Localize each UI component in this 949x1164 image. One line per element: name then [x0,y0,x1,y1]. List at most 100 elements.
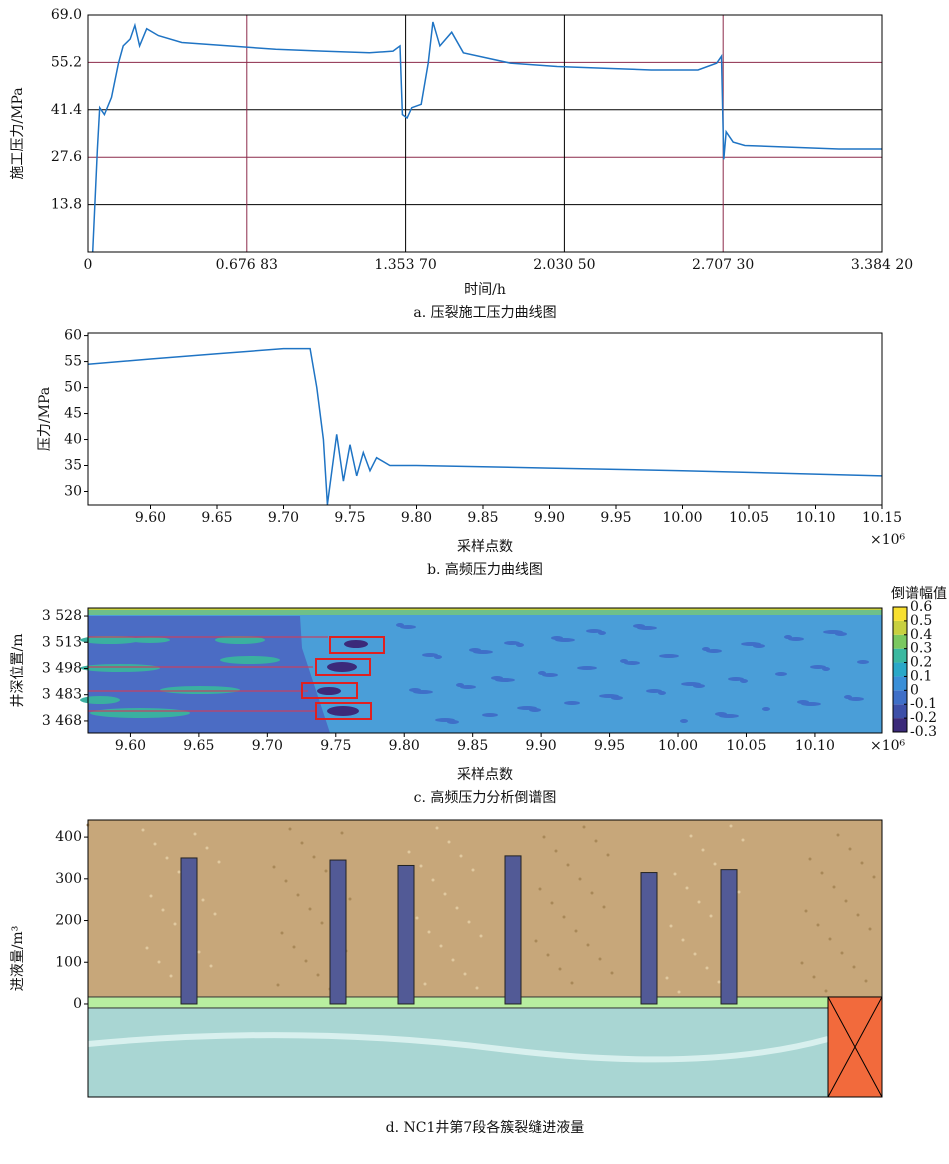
sand-grain [300,841,304,845]
x-tick-label: 10.05 [729,510,769,526]
x-tick-label: 9.90 [526,738,557,754]
sand-grain [276,983,280,987]
contour-spot [460,685,476,689]
x-tick-label: 9.80 [389,738,420,754]
water-wave [87,1032,829,1063]
contour-spot [598,631,606,635]
sand-grain [808,857,812,861]
x-tick-label: 9.70 [252,738,283,754]
y-tick-label: 3 513 [42,634,82,650]
colorbar-band [893,718,907,732]
sand-grain [705,966,709,970]
sand-grain [324,869,328,873]
sand-grain [280,931,284,935]
y-tick-label: 55 [64,354,82,370]
contour-spot [693,684,705,688]
sand-grain [554,849,558,853]
sand-grain [217,860,221,864]
highlight-box [329,636,385,654]
sand-grain [582,825,586,829]
sand-grain [439,944,443,948]
contour-line [88,666,313,668]
x-multiplier: ×10⁶ [870,532,906,548]
colorbar-band [893,607,907,621]
sand-grain [197,950,201,954]
sand-grain [856,913,860,917]
x-tick-label: 10.15 [862,510,902,526]
contour-spot [400,625,416,629]
x-tick-label: 10.10 [795,738,835,754]
x-tick-label: 9.75 [320,738,351,754]
y-tick-label: 45 [64,406,82,422]
contour-peak [317,687,341,695]
water-background [88,1007,828,1097]
contour-spot [482,713,498,717]
x-tick-label: 3.384 20 [851,257,913,273]
contour-spot [422,653,438,657]
colorbar-tick-label: 0 [910,682,919,698]
y-tick-label: 400 [55,829,82,845]
sand-grain [161,908,165,912]
contour-spot [658,691,666,695]
sand-grain [272,865,276,869]
contour-spot [857,660,869,664]
bar [504,855,522,1005]
contour-spot [473,650,493,654]
sand-grain [471,868,475,872]
x-tick-label: 0 [84,257,93,273]
contour-peak [327,706,359,716]
caption: d. NC1井第7段各簇裂缝进液量 [386,1119,585,1136]
sand-grain [312,855,316,859]
contour-spot [762,707,770,711]
sand-grain [602,905,606,909]
sand-grain [868,927,872,931]
sand-grain [570,981,574,985]
contour-spot [719,714,739,718]
contour-left-region [88,616,330,733]
contour-spot [728,677,744,681]
sand-grain [149,894,153,898]
sand-grain [677,990,681,994]
sand-grain [598,957,602,961]
sand-grain [816,923,820,927]
contour-streak [90,708,190,718]
x-tick-label: 10.05 [726,738,766,754]
sand-grain [177,870,181,874]
x-tick-label: 9.65 [183,738,214,754]
colorbar-band [893,676,907,691]
y-tick-label: 3 498 [42,660,82,676]
contour-streak [130,637,170,643]
sand-grain [729,824,733,828]
sand-grain [864,979,868,983]
sand-grain [689,834,693,838]
colorbar-title: 倒谱幅值 [891,586,947,602]
sand-grain [419,864,423,868]
x-tick-label: 0.676 83 [216,257,278,273]
contour-line [88,690,308,692]
plot-frame [87,332,883,506]
y-tick-label: 69.0 [51,7,82,23]
sand-grain [467,920,471,924]
sand-grain [447,840,451,844]
y-axis-label: 井深位置/m [10,634,26,708]
sand-grain [804,909,808,913]
contour-spot [706,649,722,653]
colorbar-band [893,704,907,719]
sand-grain [578,877,582,881]
contour-spot [516,643,524,647]
sand-grain [558,967,562,971]
contour-spot [564,701,580,705]
contour-spot [495,678,515,682]
sand-grain [153,842,157,846]
contour-spot [529,708,541,712]
x-tick-label: 2.030 50 [533,257,595,273]
sand-grain [284,879,288,883]
highlight-box [315,658,371,676]
contour-peak [344,640,368,648]
sand-grain [852,965,856,969]
y-tick-label: 13.8 [51,197,82,213]
contour-spot [434,655,442,659]
sand-grain [340,831,344,835]
bar [180,857,198,1005]
sand-grain [713,862,717,866]
